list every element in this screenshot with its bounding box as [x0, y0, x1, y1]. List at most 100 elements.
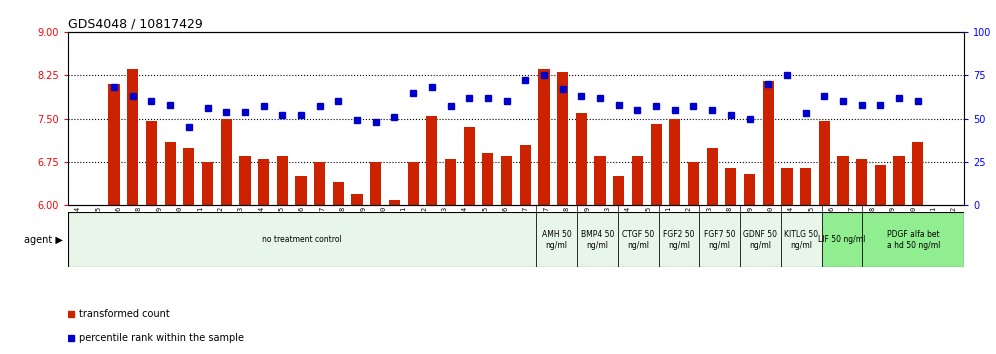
Text: FGF7 50
ng/ml: FGF7 50 ng/ml [704, 230, 735, 250]
Text: GSM510053: GSM510053 [706, 206, 712, 244]
Text: GSM510029: GSM510029 [156, 206, 162, 244]
Text: KITLG 50
ng/ml: KITLG 50 ng/ml [784, 230, 818, 250]
Text: GSM509255: GSM509255 [96, 206, 102, 244]
Bar [725, 168, 736, 205]
Text: GSM510051: GSM510051 [665, 206, 671, 244]
Text: GDS4048 / 10817429: GDS4048 / 10817429 [68, 18, 202, 31]
Bar [352, 194, 363, 205]
Text: GSM510064: GSM510064 [624, 206, 631, 244]
Bar [463, 127, 475, 205]
Text: GSM510031: GSM510031 [197, 206, 203, 244]
Text: GSM510044: GSM510044 [462, 206, 468, 244]
Bar [258, 159, 269, 205]
Bar [183, 148, 194, 205]
Bar [893, 156, 904, 205]
Text: GSM510052: GSM510052 [686, 206, 692, 244]
Text: GSM510047: GSM510047 [523, 206, 529, 244]
Text: GSM510055: GSM510055 [809, 206, 815, 244]
Text: PDGF alfa bet
a hd 50 ng/ml: PDGF alfa bet a hd 50 ng/ml [886, 230, 940, 250]
Bar [744, 173, 755, 205]
Bar [650, 124, 661, 205]
Bar [68, 212, 536, 267]
Bar [631, 156, 643, 205]
Bar [557, 72, 569, 205]
Bar [371, 162, 381, 205]
Text: AMH 50
ng/ml: AMH 50 ng/ml [542, 230, 572, 250]
Text: GSM510059: GSM510059 [889, 206, 895, 244]
Bar [740, 212, 781, 267]
Text: GSM510048: GSM510048 [727, 206, 733, 244]
Text: GDNF 50
ng/ml: GDNF 50 ng/ml [743, 230, 778, 250]
Text: GSM510065: GSM510065 [645, 206, 651, 244]
Text: GSM510062: GSM510062 [951, 206, 957, 244]
Bar [912, 142, 923, 205]
Bar [239, 156, 251, 205]
Bar [127, 69, 138, 205]
Bar [658, 212, 699, 267]
Bar [706, 148, 718, 205]
Bar [669, 119, 680, 205]
Bar [614, 176, 624, 205]
Bar [164, 142, 175, 205]
Text: LIF 50 ng/ml: LIF 50 ng/ml [818, 235, 866, 244]
Bar [109, 84, 120, 205]
Text: GSM510035: GSM510035 [279, 206, 285, 244]
Text: GSM509256: GSM509256 [116, 206, 122, 244]
Bar [874, 165, 886, 205]
Text: GSM510030: GSM510030 [176, 206, 183, 244]
Text: BMP4 50
ng/ml: BMP4 50 ng/ml [581, 230, 615, 250]
Text: GSM510050: GSM510050 [768, 206, 774, 244]
Bar [539, 69, 550, 205]
Bar [822, 212, 863, 267]
Bar [426, 116, 437, 205]
Bar [863, 212, 964, 267]
Bar [595, 156, 606, 205]
Bar [482, 153, 493, 205]
Text: GSM510038: GSM510038 [340, 206, 346, 244]
Text: GSM510043: GSM510043 [441, 206, 447, 244]
Bar [314, 162, 326, 205]
Text: GSM510041: GSM510041 [400, 206, 407, 244]
Text: no treatment control: no treatment control [262, 235, 342, 244]
Text: transformed count: transformed count [79, 309, 169, 319]
Bar [277, 156, 288, 205]
Bar [819, 121, 830, 205]
Bar [388, 200, 400, 205]
Text: GSM509258: GSM509258 [564, 206, 570, 244]
Bar [501, 156, 512, 205]
Bar [857, 159, 868, 205]
Text: GSM510056: GSM510056 [829, 206, 835, 244]
Bar [536, 212, 577, 267]
Text: GSM510049: GSM510049 [747, 206, 753, 244]
Text: GSM509259: GSM509259 [585, 206, 591, 244]
Bar [333, 182, 344, 205]
Text: GSM509257: GSM509257 [544, 206, 550, 244]
Bar [221, 119, 232, 205]
Text: GSM510037: GSM510037 [320, 206, 326, 244]
Text: GSM510039: GSM510039 [361, 206, 367, 244]
Bar [445, 159, 456, 205]
Bar [763, 81, 774, 205]
Text: percentile rank within the sample: percentile rank within the sample [79, 333, 244, 343]
Text: agent ▶: agent ▶ [24, 235, 63, 245]
Text: GSM510033: GSM510033 [238, 206, 244, 244]
Text: GSM510058: GSM510058 [870, 206, 875, 244]
Bar [520, 144, 531, 205]
Text: GSM510057: GSM510057 [849, 206, 856, 244]
Text: GSM510045: GSM510045 [482, 206, 488, 244]
Text: GSM510042: GSM510042 [421, 206, 427, 244]
Text: GSM510036: GSM510036 [299, 206, 305, 244]
Text: GSM510054: GSM510054 [788, 206, 794, 244]
Bar [407, 162, 418, 205]
Bar [781, 212, 822, 267]
Bar [296, 176, 307, 205]
Bar [781, 168, 793, 205]
Bar [618, 212, 658, 267]
Text: GSM510063: GSM510063 [605, 206, 611, 244]
Text: FGF2 50
ng/ml: FGF2 50 ng/ml [663, 230, 694, 250]
Bar [838, 156, 849, 205]
Text: GSM509254: GSM509254 [75, 206, 81, 244]
Text: CTGF 50
ng/ml: CTGF 50 ng/ml [622, 230, 654, 250]
Text: GSM510028: GSM510028 [136, 206, 142, 244]
Text: GSM510032: GSM510032 [217, 206, 223, 244]
